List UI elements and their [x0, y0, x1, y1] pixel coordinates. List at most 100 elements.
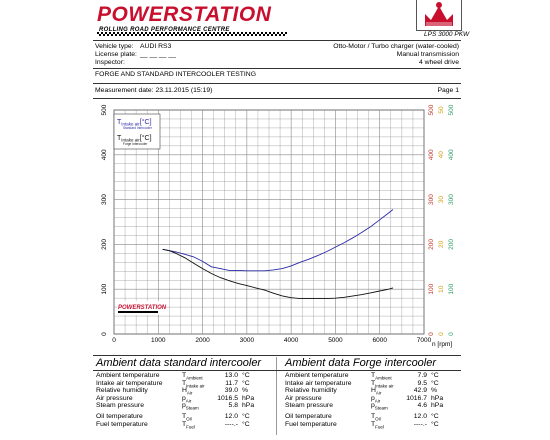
rule-5 [93, 355, 461, 356]
ambient-forge-row: Steam pressure pSteam 4.6 hPa [285, 402, 461, 410]
row-label: Air pressure [285, 394, 322, 402]
row-unit: °C [242, 420, 250, 428]
legend-forge: TIntake air[°C] [117, 134, 152, 143]
license-plate: __ __ __ __ [140, 51, 176, 58]
row-symbol-subscript: Ambient [375, 375, 392, 381]
ambient-standard-row: Air pressure pAir 1016.5 hPa [96, 395, 272, 403]
ambient-standard-row: Fuel temperature TFuel ----.- °C [96, 421, 272, 429]
chart-watermark: POWERSTATION [117, 301, 167, 315]
row-unit: °C [431, 412, 439, 420]
measurement-date: Measurement date: 23.11.2015 (15:19) [95, 87, 213, 94]
row-symbol: HAir [371, 387, 382, 396]
header-rule [93, 40, 461, 41]
row-unit: hPa [431, 402, 444, 410]
ambient-standard-title: Ambient data standard intercooler [96, 357, 262, 369]
legend-standard-note: Standard Intercooler [123, 126, 153, 130]
row-unit: °C [431, 379, 439, 387]
x-tick-label: 2000 [195, 337, 210, 344]
right-tick-label: 300 [448, 194, 455, 205]
row-unit: °C [431, 420, 439, 428]
right-tick-label: 200 [448, 239, 455, 250]
legend-forge-note: Forge Intercooler [123, 142, 148, 146]
row-symbol-subscript: Air [186, 390, 193, 396]
x-tick-label: 7000 [417, 337, 432, 344]
y-tick-label: 100 [101, 283, 108, 294]
row-symbol-subscript: Oil [375, 416, 381, 422]
right-tick-label: 0 [438, 332, 445, 336]
test-title: FORGE AND STANDARD INTERCOOLER TESTING [95, 71, 257, 78]
row-value: 12.0 [413, 412, 427, 420]
row-value: 1016.7 [406, 394, 427, 402]
right-tick-label: 500 [448, 104, 455, 115]
row-symbol-subscript: Fuel [375, 423, 384, 429]
row-value: 39.0 [224, 387, 238, 395]
right-tick-label: 400 [448, 149, 455, 160]
row-symbol-subscript: Air [374, 398, 381, 404]
right-axes: 0100200300400500010203040500100200300400… [428, 104, 455, 336]
rule-4 [93, 98, 461, 99]
row-unit: °C [431, 372, 439, 379]
ambient-standard-row: Steam pressure pSteam 5.8 hPa [96, 402, 272, 410]
ambient-forge-title: Ambient data Forge intercooler [285, 357, 437, 369]
row-value: 12.0 [224, 412, 238, 420]
row-label: Ambient temperature [96, 372, 160, 379]
row-unit: hPa [242, 402, 255, 410]
x-axis-label: n [rpm] [432, 341, 452, 348]
ambient-forge-row: Oil temperature TOil 12.0 °C [285, 413, 461, 421]
row-label: Intake air temperature [96, 379, 163, 387]
row-label: Steam pressure [285, 402, 333, 410]
x-tick-label: 0 [112, 337, 116, 344]
dyno-model: LPS 3000 PKW [424, 31, 470, 38]
row-symbol: TAmbient [371, 372, 392, 381]
row-value: 4.6 [417, 402, 427, 410]
x-tick-label: 5000 [328, 337, 343, 344]
row-label: Oil temperature [96, 412, 143, 420]
ambient-forge-row: Ambient temperature TAmbient 7.9 °C [285, 372, 461, 380]
right-tick-label: 100 [428, 283, 435, 294]
row-value: 11.7 [225, 379, 238, 387]
right-tick-label: 500 [428, 104, 435, 115]
y-tick-label: 200 [101, 239, 108, 250]
row-value: 5.8 [228, 402, 238, 410]
brand-subtitle: ROLLING ROAD PERFORMANCE CENTRE [99, 27, 230, 33]
row-symbol: TIntake air [182, 379, 205, 388]
row-value: 7.9 [417, 372, 427, 379]
row-symbol-subscript: Air [375, 390, 382, 396]
row-symbol-subscript: Steam [374, 405, 388, 411]
y-tick-label: 0 [101, 332, 108, 336]
row-unit: °C [242, 412, 250, 420]
transmission: Manual transmission [396, 51, 459, 58]
page-number: Page 1 [437, 87, 459, 94]
brand-logo: POWERSTATION [97, 3, 272, 26]
row-symbol-subscript: Steam [185, 405, 199, 411]
right-tick-label: 20 [438, 240, 445, 248]
row-symbol: pAir [371, 394, 381, 404]
right-tick-label: 100 [448, 283, 455, 294]
checker-strip [97, 32, 287, 36]
x-tick-label: 4000 [284, 337, 299, 344]
row-symbol-subscript: Fuel [186, 423, 195, 429]
row-unit: °C [242, 372, 250, 379]
row-symbol-subscript: Air [185, 398, 192, 404]
row-symbol: pAir [182, 394, 192, 404]
row-value: 1016.5 [217, 394, 238, 402]
watermark-text: POWERSTATION [118, 305, 167, 311]
ambient-standard-table: Ambient temperature TAmbient 13.0 °C Intake … [96, 372, 272, 429]
y-tick-label: 400 [101, 149, 108, 160]
row-symbol: TOil [182, 412, 192, 422]
row-symbol: TIntake air [371, 379, 394, 388]
row-value: ----.- [413, 420, 427, 428]
ambient-standard-row: Intake air temperature TIntake air 11.7 °C [96, 380, 272, 388]
row-symbol: pSteam [182, 402, 199, 411]
x-axis: 0 1000 2000 3000 4000 5000 6000 7000 [112, 337, 431, 344]
row-symbol: TFuel [371, 420, 384, 429]
license-plate-label: License plate: [95, 51, 137, 58]
vehicle-type: AUDI RS3 [140, 43, 172, 50]
legend-box [113, 113, 161, 150]
ambient-standard-row: Ambient temperature TAmbient 13.0 °C [96, 372, 272, 380]
series-standard-intercooler [162, 209, 394, 272]
ambient-divider [276, 357, 277, 435]
row-value: 9.5 [417, 379, 427, 387]
right-tick-label: 50 [438, 106, 445, 114]
